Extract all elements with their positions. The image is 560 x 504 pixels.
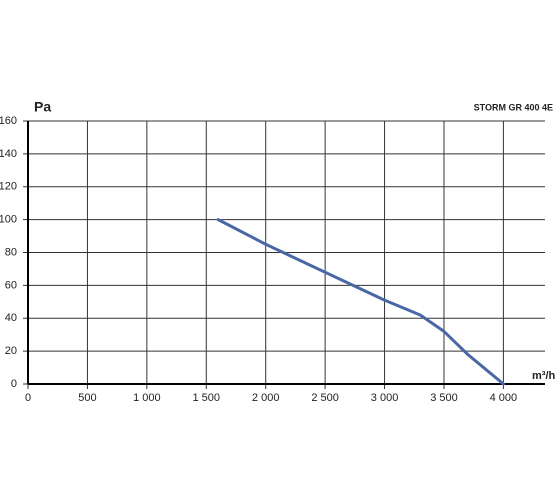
y-tick-label: 60 [5,279,17,291]
y-tick-label: 120 [0,181,17,193]
x-tick-label: 2 500 [311,392,339,404]
x-tick-label: 1 000 [133,392,161,404]
x-tick-label: 1 500 [193,392,221,404]
y-axis-label: Pa [34,99,51,115]
x-tick-label: 0 [25,392,31,404]
y-tick-label: 100 [0,214,17,226]
line-series [216,218,505,386]
x-tick-label: 3 500 [430,392,458,404]
y-tick-label: 80 [5,246,17,258]
chart-title: STORM GR 400 4E [474,102,553,112]
y-tick-label: 20 [5,345,17,357]
x-tick-label: 4 000 [490,392,518,404]
x-tick-label: 2 000 [252,392,280,404]
x-tick-label: 500 [78,392,96,404]
x-axis-label: m³/h [532,370,556,382]
x-tick-label: 3 000 [371,392,399,404]
y-tick-label: 40 [5,312,17,324]
y-tick-label: 160 [0,115,17,127]
y-tick-label: 140 [0,148,17,160]
y-tick-label: 0 [11,378,17,390]
